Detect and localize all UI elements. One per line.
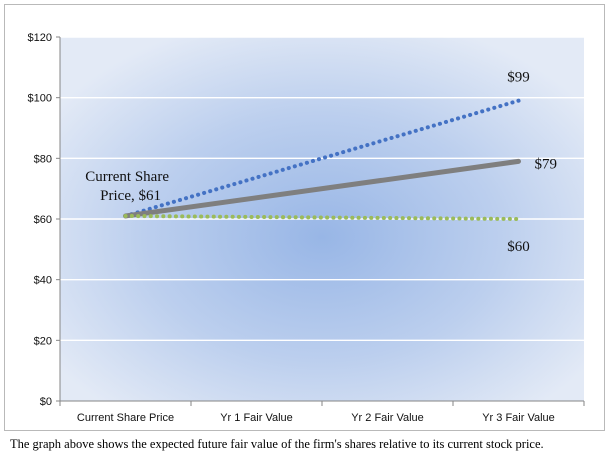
series-1-line <box>123 98 521 218</box>
y-tick-label-40: $40 <box>34 275 52 287</box>
series-3-end-label: $60 <box>507 239 530 255</box>
annotation-1-line-2: Price, $61 <box>100 188 161 204</box>
x-tick-label-1: Current Share Price <box>77 412 174 424</box>
x-tick-label-2: Yr 1 Fair Value <box>220 412 293 424</box>
y-tick-label-100: $100 <box>28 93 52 105</box>
y-tick-label-0: $0 <box>40 396 52 408</box>
y-tick-label-80: $80 <box>34 153 52 165</box>
series-2-end-label: $79 <box>535 156 558 172</box>
axes <box>56 36 585 406</box>
annotation-1-line-1: Current Share <box>85 169 169 185</box>
line-chart: $0 $20 $40 $60 $80 $100 $120 Current Share Pric… <box>28 32 585 424</box>
y-tick-label-120: $120 <box>28 32 52 44</box>
labels: $0 $20 $40 $60 $80 $100 $120 Current Share Pric… <box>28 32 557 424</box>
chart-frame: $0 $20 $40 $60 $80 $100 $120 Current Share Pric… <box>4 4 605 431</box>
series-3-line <box>123 213 521 221</box>
x-tick-label-3: Yr 2 Fair Value <box>351 412 424 424</box>
series-1-end-label: $99 <box>507 70 530 86</box>
chart-caption: The graph above shows the expected futur… <box>10 437 544 451</box>
y-tick-label-20: $20 <box>34 335 52 347</box>
series-lines <box>123 98 521 221</box>
y-tick-label-60: $60 <box>34 214 52 226</box>
x-tick-label-4: Yr 3 Fair Value <box>482 412 555 424</box>
series-2-line <box>123 158 521 219</box>
